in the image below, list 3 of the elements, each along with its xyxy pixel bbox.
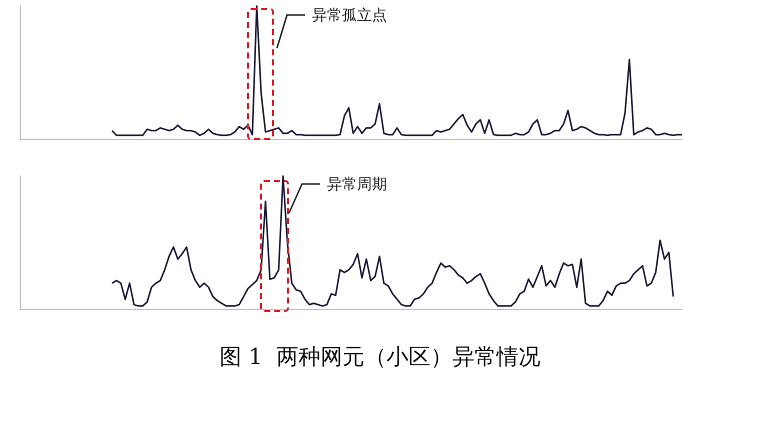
annotation: 异常周期 [327, 175, 387, 194]
caption: 图 1 两种网元（小区）异常情况 [218, 344, 542, 372]
annotation: 异常孤立点 [312, 6, 387, 25]
